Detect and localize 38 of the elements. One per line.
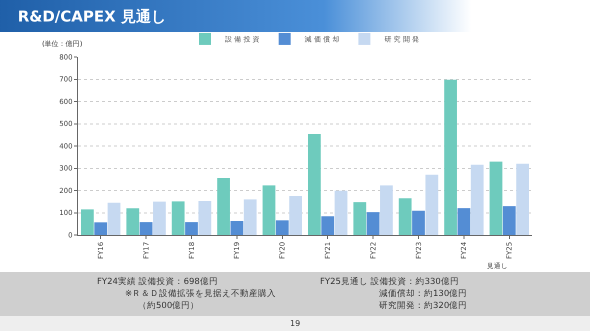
bar xyxy=(398,198,412,235)
bar xyxy=(412,210,425,235)
bar xyxy=(289,196,302,235)
bar xyxy=(217,178,230,235)
bar xyxy=(126,208,140,235)
bar xyxy=(262,185,276,235)
bar xyxy=(502,206,516,235)
bar xyxy=(108,202,120,235)
text: FY24実績 設備投資：698億円 xyxy=(97,276,218,287)
chart-title: R&D/CAPEX 見通し xyxy=(18,7,166,26)
bar xyxy=(80,209,94,235)
bar xyxy=(172,201,185,235)
bar xyxy=(153,202,166,235)
bar xyxy=(230,220,244,235)
bar xyxy=(470,164,484,235)
text: （約500億円） xyxy=(138,300,200,311)
text: ※Ｒ＆Ｄ設備拡張を見据え不動産購入 xyxy=(125,288,276,299)
bar xyxy=(244,199,257,235)
text: FY25見通し 設備投資：約330億円 xyxy=(320,276,459,287)
bar xyxy=(185,222,198,235)
bar xyxy=(353,202,366,235)
bar xyxy=(425,174,438,235)
bar xyxy=(276,220,289,235)
text: 減価償却：約130億円 xyxy=(379,288,468,299)
bar xyxy=(444,80,457,235)
bar xyxy=(140,222,152,235)
bar xyxy=(366,212,380,235)
bar xyxy=(308,134,321,235)
bar xyxy=(94,222,108,235)
text: 研究開発：約320億円 xyxy=(379,300,468,311)
text: 19 xyxy=(290,319,300,328)
bar xyxy=(516,164,530,235)
bar xyxy=(458,208,470,235)
bar xyxy=(321,216,334,235)
bar xyxy=(380,185,393,235)
bar xyxy=(198,200,212,235)
bar xyxy=(490,162,502,235)
bar xyxy=(334,190,348,235)
